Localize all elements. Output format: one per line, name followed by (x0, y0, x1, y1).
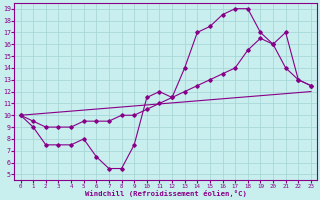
X-axis label: Windchill (Refroidissement éolien,°C): Windchill (Refroidissement éolien,°C) (85, 190, 247, 197)
